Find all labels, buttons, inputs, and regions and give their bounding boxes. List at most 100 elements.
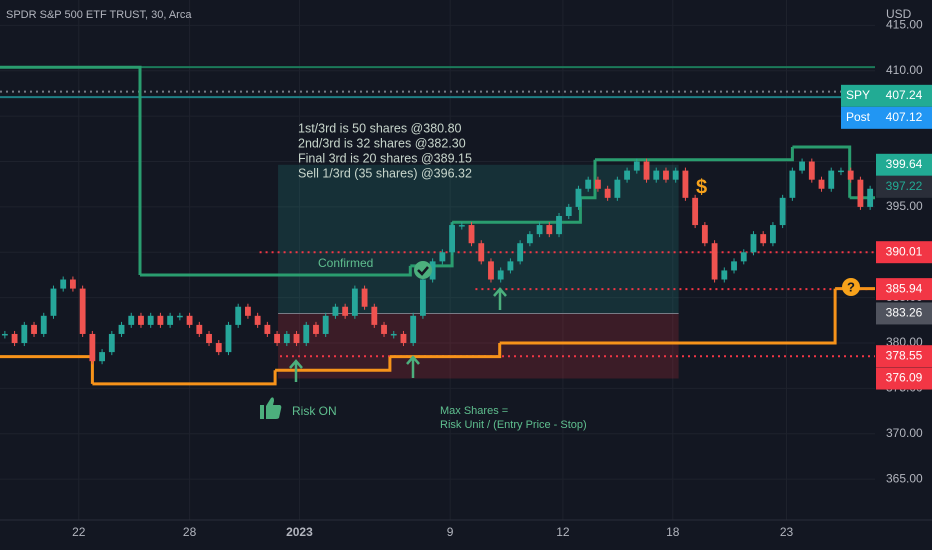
- price-label-bg: [876, 241, 932, 264]
- candle: [215, 343, 222, 353]
- candle: [731, 261, 737, 271]
- price-label: 385.94: [886, 281, 923, 295]
- price-tag-bg: [841, 84, 876, 107]
- candle: [488, 261, 494, 280]
- check-icon: [414, 261, 432, 279]
- stop-zone: [278, 313, 679, 379]
- candle: [410, 315, 417, 344]
- candle: [176, 315, 183, 318]
- candle: [721, 270, 728, 280]
- candle: [167, 315, 174, 325]
- plan-line: Final 3rd is 20 shares @389.15: [298, 151, 472, 165]
- price-label-bg: [876, 367, 932, 390]
- price-label: 390.01: [886, 244, 923, 258]
- candle: [643, 161, 650, 180]
- candle: [828, 170, 835, 189]
- price-label: 397.22: [886, 179, 923, 193]
- price-label-bg: [876, 278, 932, 301]
- candle: [507, 261, 514, 271]
- price-label-bg: [876, 302, 932, 325]
- candle: [770, 225, 776, 244]
- confirmed-label: Confirmed: [318, 256, 373, 270]
- max-shares-label: Max Shares =: [440, 405, 508, 417]
- candle: [789, 170, 796, 198]
- candle: [108, 333, 115, 353]
- candle: [692, 197, 699, 226]
- candle: [332, 306, 339, 316]
- arrow-icons: [289, 287, 507, 382]
- main-layer: [0, 65, 875, 386]
- candle: [206, 333, 212, 344]
- candle: [283, 333, 290, 344]
- candle: [89, 333, 96, 362]
- candle: [245, 306, 251, 316]
- candle: [196, 324, 203, 334]
- candle: [653, 170, 660, 180]
- candle: [322, 315, 329, 334]
- price-label: 378.55: [886, 348, 923, 362]
- price-label-bg: [876, 84, 932, 107]
- x-tick-label: 2023: [286, 525, 313, 539]
- candle: [381, 324, 387, 334]
- y-tick-label: 395.00: [886, 199, 923, 213]
- candle: [128, 315, 135, 325]
- candle: [478, 243, 485, 262]
- candle: [624, 170, 630, 180]
- x-tick-label: 28: [183, 525, 197, 539]
- price-tag-name: SPY: [846, 88, 870, 102]
- candle: [663, 170, 669, 180]
- candle: [857, 179, 864, 207]
- price-label-bg: [876, 175, 932, 198]
- candle: [779, 197, 786, 226]
- price-label-bg: [876, 345, 932, 368]
- candle: [50, 288, 57, 316]
- candle: [818, 179, 825, 189]
- x-tick-label: 9: [447, 525, 454, 539]
- plan-line: 2nd/3rd is 32 shares @382.30: [298, 136, 466, 150]
- candle: [536, 225, 543, 235]
- dollar-icon: $: [696, 176, 707, 198]
- plan-line: 1st/3rd is 50 shares @380.80: [298, 121, 462, 135]
- candle: [157, 315, 164, 325]
- candle: [40, 315, 47, 334]
- x-tick-label: 22: [72, 525, 86, 539]
- x-tick-label: 12: [556, 525, 570, 539]
- candle: [711, 243, 718, 280]
- candle: [526, 234, 533, 244]
- svg-text:?: ?: [847, 279, 855, 294]
- candle: [313, 324, 319, 334]
- candle: [11, 333, 18, 344]
- y-tick-label: 410.00: [886, 63, 923, 77]
- candle: [565, 206, 572, 216]
- candle: [254, 315, 261, 325]
- candle: [556, 215, 562, 235]
- price-tag-bg: [841, 106, 876, 129]
- candle: [867, 188, 874, 207]
- candle: [614, 179, 621, 198]
- price-tag-name: Post: [846, 110, 871, 124]
- candle: [303, 324, 310, 344]
- candle: [760, 234, 767, 244]
- candle: [633, 161, 640, 171]
- price-label-bg: [876, 153, 932, 176]
- candle: [838, 170, 844, 173]
- candle: [546, 225, 553, 235]
- candle: [799, 161, 805, 171]
- candle: [225, 324, 232, 353]
- candle: [79, 288, 86, 334]
- y-tick-label: 365.00: [886, 471, 923, 485]
- candle: [595, 179, 601, 189]
- candle: [138, 315, 144, 325]
- risk-on-label: Risk ON: [292, 404, 337, 418]
- price-label: 407.24: [886, 88, 923, 102]
- candle: [429, 261, 436, 280]
- candle: [70, 279, 76, 289]
- candle: [21, 324, 28, 344]
- price-label: 383.26: [886, 306, 923, 320]
- background-layer: [0, 0, 875, 520]
- candle: [371, 306, 378, 325]
- chart-title: SPDR S&P 500 ETF TRUST, 30, Arca: [6, 9, 192, 21]
- price-label: 399.64: [886, 157, 923, 171]
- candle: [264, 324, 271, 334]
- candle: [672, 170, 679, 180]
